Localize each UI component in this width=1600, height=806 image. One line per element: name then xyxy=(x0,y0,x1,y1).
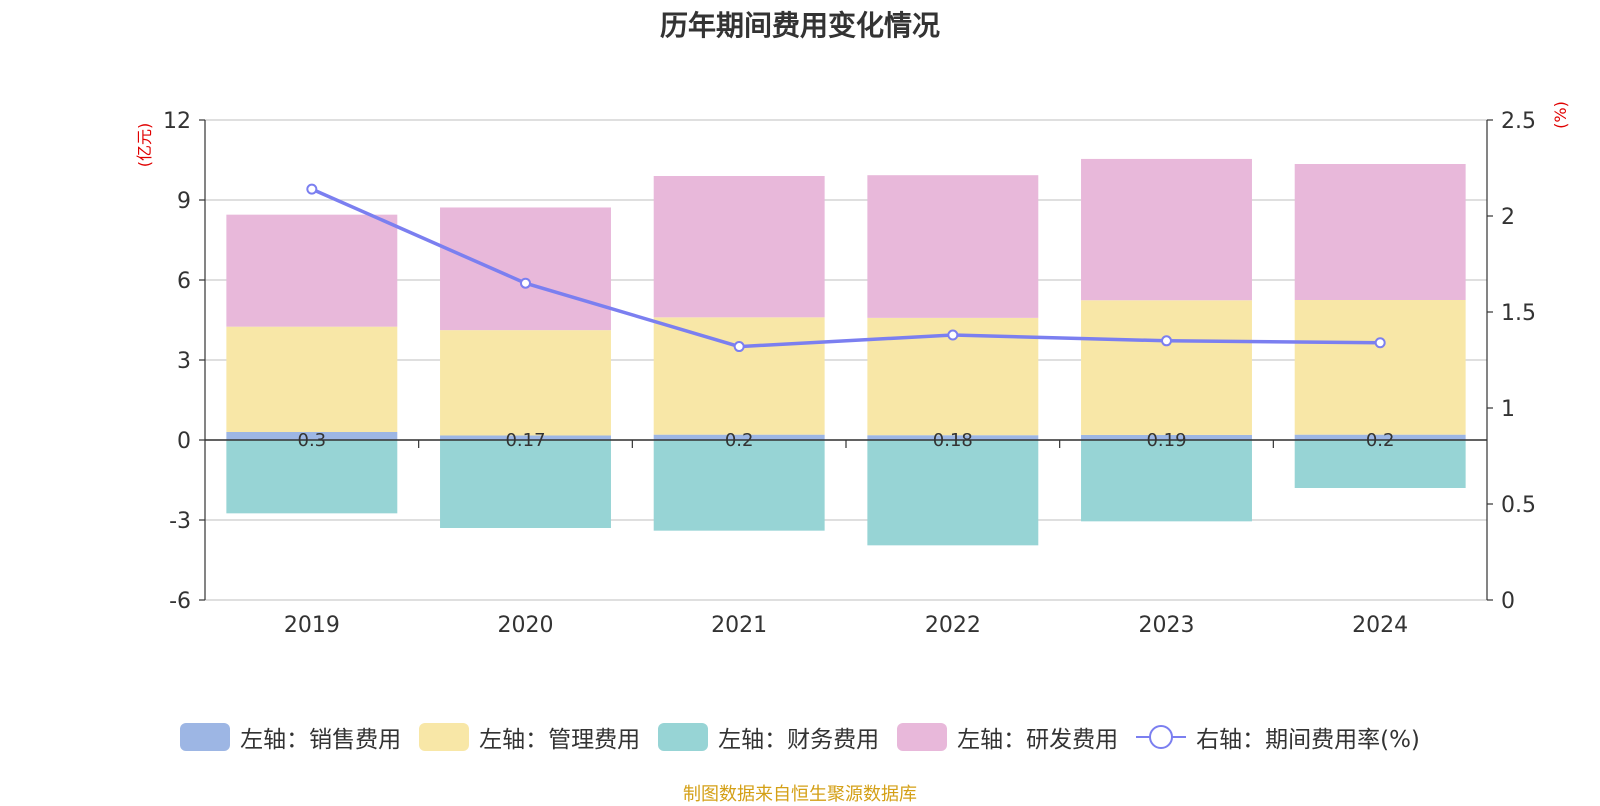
bar--2021 xyxy=(653,434,825,440)
bar--2023 xyxy=(1081,434,1252,440)
right-tick-label: 0 xyxy=(1501,589,1515,614)
bar--2021 xyxy=(653,317,825,435)
legend: 左轴：销售费用 左轴：管理费用 左轴：财务费用 左轴：研发费用 右轴：期间费用率… xyxy=(0,720,1600,754)
rate-point-2023 xyxy=(1161,335,1172,347)
right-tick-label: 1.5 xyxy=(1501,301,1536,326)
bar--2024 xyxy=(1294,434,1466,440)
left-tick-label: 12 xyxy=(163,109,191,134)
legend-item-rate[interactable]: 右轴：期间费用率(%) xyxy=(1136,720,1420,754)
bar--2023 xyxy=(1081,158,1252,301)
right-axis-unit: (%) xyxy=(1551,101,1570,129)
gridlines xyxy=(205,119,1487,601)
rate-point-2024 xyxy=(1374,337,1386,349)
bar--2024 xyxy=(1294,164,1466,300)
x-tick-label: 2023 xyxy=(1139,613,1195,638)
legend-label-rate: 右轴：期间费用率(%) xyxy=(1196,727,1420,753)
legend-label-sales: 左轴：销售费用 xyxy=(240,727,402,753)
bar--2020 xyxy=(440,207,611,331)
x-tick-label: 2019 xyxy=(284,613,340,638)
bar--2019 xyxy=(226,432,398,440)
legend-swatch-sales xyxy=(180,723,231,751)
legend-item-sales[interactable]: 左轴：销售费用 xyxy=(180,720,401,754)
x-tick-label: 2021 xyxy=(711,613,767,638)
legend-label-admin: 左轴：管理费用 xyxy=(479,727,641,753)
left-tick-label: 6 xyxy=(177,269,191,294)
right-tick-label: 2.5 xyxy=(1501,109,1536,134)
bar--2019 xyxy=(226,326,398,432)
bar--2024 xyxy=(1294,300,1466,435)
right-tick-label: 0.5 xyxy=(1501,493,1536,518)
right-tick-label: 2 xyxy=(1501,205,1515,230)
x-tick-label: 2022 xyxy=(925,613,981,638)
legend-label-rnd: 左轴：研发费用 xyxy=(957,727,1119,753)
legend-label-finance: 左轴：财务费用 xyxy=(718,727,880,753)
chart-title: 历年期间费用变化情况 xyxy=(659,9,940,42)
rate-point-2020 xyxy=(520,277,531,289)
axes: 12 9 6 3 0 -3 -6 2.5 2 1.5 1 0.5 0 2019 2020 2021 2022 20… xyxy=(163,109,1536,638)
left-tick-label: -3 xyxy=(169,509,191,534)
legend-swatch-admin xyxy=(419,723,470,751)
bar--2022 xyxy=(867,435,1039,440)
left-tick-label: 9 xyxy=(177,189,191,214)
bar--2022 xyxy=(867,175,1039,318)
rate-line xyxy=(306,183,1386,353)
left-tick-label: 3 xyxy=(177,349,191,374)
bar-finance-2022 xyxy=(867,440,1039,546)
bar-finance-2019 xyxy=(226,440,398,514)
bar--2020 xyxy=(440,435,611,440)
source-note: 制图数据来自恒生聚源数据库 xyxy=(683,784,917,805)
bars: 0.3 0.17 0.2 0.18 0.19 0.2 xyxy=(226,158,1466,546)
legend-item-rnd[interactable]: 左轴：研发费用 xyxy=(897,720,1118,754)
x-tick-label: 2024 xyxy=(1352,613,1408,638)
legend-swatch-finance xyxy=(658,723,709,751)
legend-item-finance[interactable]: 左轴：财务费用 xyxy=(658,720,879,754)
bar-finance-2023 xyxy=(1081,440,1252,522)
legend-swatch-rnd xyxy=(897,723,948,751)
x-tick-label: 2020 xyxy=(498,613,554,638)
bar--2023 xyxy=(1081,300,1252,435)
bar-finance-2024 xyxy=(1294,440,1466,488)
legend-item-admin[interactable]: 左轴：管理费用 xyxy=(419,720,640,754)
bar--2020 xyxy=(440,330,611,436)
bar-finance-2020 xyxy=(440,440,611,528)
rate-point-2019 xyxy=(306,183,318,195)
rate-point-2022 xyxy=(947,329,959,341)
rate-point-2021 xyxy=(733,341,745,353)
left-tick-label: -6 xyxy=(169,589,191,614)
bar-finance-2021 xyxy=(653,440,825,531)
legend-line-circle-icon xyxy=(1136,723,1187,751)
left-tick-label: 0 xyxy=(177,429,191,454)
rate-line-path xyxy=(311,187,1381,349)
right-tick-label: 1 xyxy=(1501,397,1515,422)
bar--2021 xyxy=(653,176,825,318)
left-axis-unit: (亿元) xyxy=(135,123,154,168)
bar--2019 xyxy=(226,214,398,327)
